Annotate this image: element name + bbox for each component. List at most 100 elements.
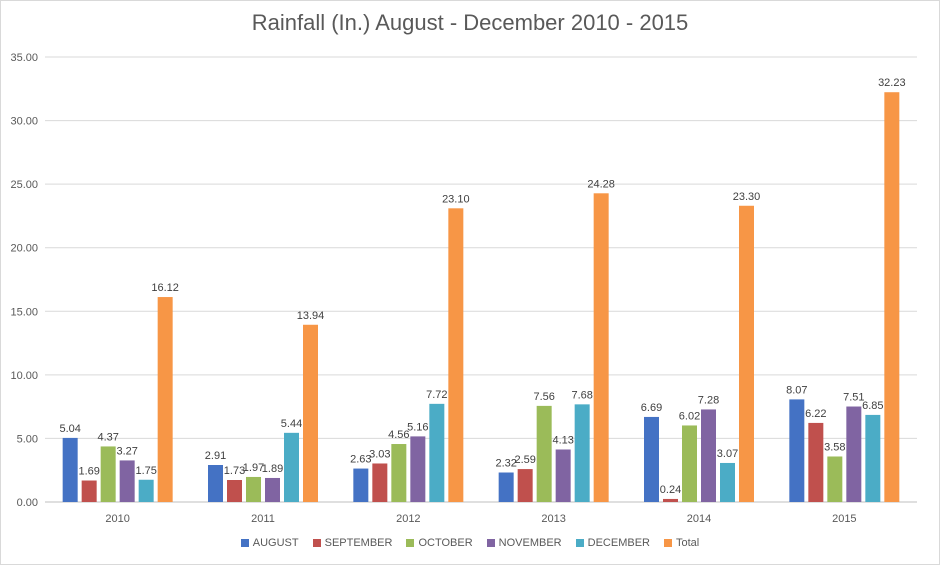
bar-october-2015	[827, 456, 843, 502]
data-label: 7.56	[533, 391, 554, 403]
data-label: 3.03	[369, 448, 390, 460]
data-label: 5.44	[281, 418, 302, 430]
data-label: 2.91	[205, 450, 226, 462]
bar-october-2013	[536, 405, 552, 502]
y-tick-label: 20.00	[10, 243, 38, 255]
bar-october-2010	[100, 446, 116, 502]
bar-november-2015	[846, 406, 862, 502]
bar-august-2011	[208, 465, 223, 502]
bar-august-2015	[789, 399, 805, 502]
legend-label: DECEMBER	[587, 537, 650, 549]
chart-title: Rainfall (In.) August - December 2010 - …	[251, 10, 689, 35]
data-label: 23.10	[442, 193, 470, 205]
bar-november-2013	[555, 449, 571, 502]
bar-december-2014	[720, 462, 735, 502]
legend-item: DECEMBER	[575, 537, 650, 549]
bar-september-2012	[372, 463, 388, 502]
legend-item: AUGUST	[240, 537, 299, 549]
bar-november-2010	[119, 460, 135, 502]
data-label: 5.16	[407, 421, 428, 433]
x-tick-label: 2010	[105, 513, 129, 525]
y-tick-label: 35.00	[10, 52, 38, 64]
data-label: 7.68	[571, 389, 592, 401]
bar-total-2012	[448, 208, 464, 503]
data-label: 24.28	[587, 178, 615, 190]
legend-swatch	[240, 539, 249, 547]
bar-december-2013	[574, 404, 590, 502]
bar-september-2013	[517, 469, 533, 502]
data-label: 3.27	[116, 445, 137, 457]
x-tick-label: 2012	[396, 513, 420, 525]
data-label: 7.28	[698, 394, 719, 406]
data-label: 6.22	[805, 408, 826, 420]
legend-label: NOVEMBER	[498, 537, 562, 549]
bar-august-2013	[498, 472, 514, 502]
y-tick-label: 5.00	[17, 433, 38, 445]
x-tick-label: 2011	[251, 513, 275, 525]
data-label: 1.89	[262, 463, 283, 475]
data-label: 6.69	[641, 402, 662, 414]
data-label: 6.85	[862, 400, 883, 412]
bar-september-2011	[227, 480, 242, 502]
y-tick-label: 10.00	[10, 370, 38, 382]
data-label: 7.72	[426, 389, 447, 401]
bar-total-2015	[884, 92, 900, 503]
data-label: 32.23	[878, 77, 906, 89]
data-label: 23.30	[733, 191, 761, 203]
bar-august-2010	[62, 437, 78, 502]
bar-december-2012	[429, 403, 445, 502]
legend-item: Total	[663, 537, 699, 549]
legend-label: SEPTEMBER	[324, 537, 393, 549]
data-label: 2.32	[495, 458, 516, 470]
legend-item: OCTOBER	[406, 537, 473, 549]
bar-october-2014	[682, 425, 697, 502]
bar-september-2010	[81, 480, 97, 502]
bar-october-2012	[391, 444, 407, 502]
bar-total-2013	[593, 193, 609, 502]
y-tick-label: 15.00	[10, 306, 38, 318]
bar-october-2011	[246, 476, 261, 502]
data-label: 0.24	[660, 484, 681, 496]
bar-august-2014	[644, 416, 659, 502]
data-label: 16.12	[151, 282, 179, 294]
data-label: 6.02	[679, 410, 700, 422]
bar-december-2011	[284, 432, 299, 502]
legend-swatch	[312, 539, 321, 547]
bar-december-2010	[138, 479, 154, 502]
legend-label: AUGUST	[252, 537, 299, 549]
legend-label: OCTOBER	[418, 537, 473, 549]
legend-swatch	[663, 539, 672, 547]
data-label: 2.63	[350, 454, 371, 466]
y-tick-label: 30.00	[10, 116, 38, 128]
bar-august-2012	[353, 468, 369, 502]
bar-total-2011	[303, 324, 318, 502]
data-label: 3.58	[824, 441, 845, 453]
legend-swatch	[406, 539, 415, 547]
bar-december-2015	[865, 414, 881, 502]
bar-september-2014	[663, 498, 678, 502]
data-label: 4.13	[552, 434, 573, 446]
y-tick-label: 0.00	[17, 497, 38, 509]
data-label: 1.75	[135, 465, 156, 477]
bar-november-2014	[701, 409, 716, 502]
legend: AUGUST SEPTEMBER OCTOBER NOVEMBER DECEMBER To…	[0, 537, 940, 549]
legend-swatch	[486, 539, 495, 547]
data-label: 8.07	[786, 384, 807, 396]
legend-item: SEPTEMBER	[312, 537, 393, 549]
data-label: 4.37	[97, 431, 118, 443]
data-label: 1.73	[224, 465, 245, 477]
data-label: 3.07	[717, 448, 738, 460]
bar-september-2015	[808, 422, 824, 502]
x-tick-label: 2013	[541, 513, 565, 525]
x-tick-label: 2014	[687, 513, 711, 525]
bar-total-2014	[739, 205, 754, 502]
data-label: 4.56	[388, 429, 409, 441]
data-label: 2.59	[514, 454, 535, 466]
bar-november-2012	[410, 436, 426, 502]
legend-swatch	[575, 539, 584, 547]
legend-item: NOVEMBER	[486, 537, 562, 549]
data-label: 1.97	[243, 462, 264, 474]
data-label: 13.94	[297, 310, 325, 322]
data-label: 5.04	[59, 423, 80, 435]
